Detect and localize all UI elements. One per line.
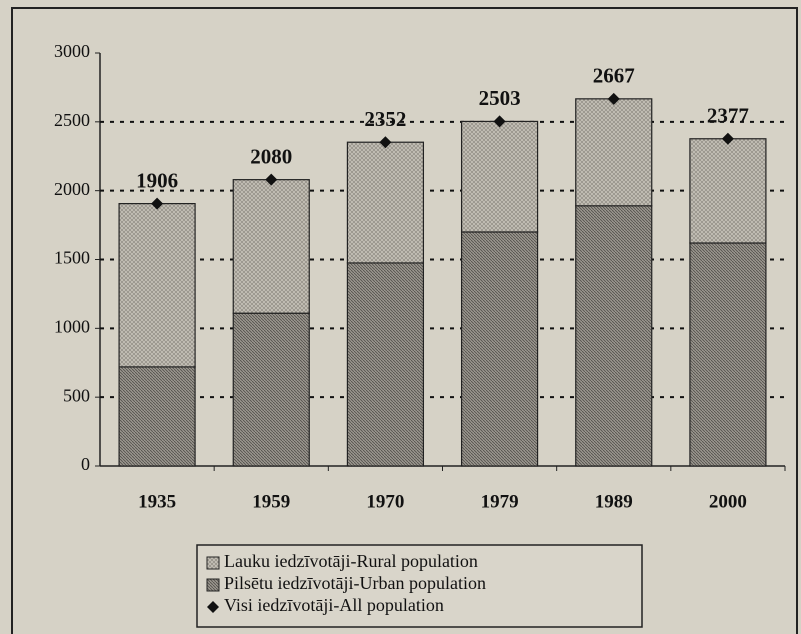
data-label: 1906	[136, 168, 178, 192]
total-marker	[607, 92, 620, 105]
x-tick-label: 1935	[138, 491, 176, 512]
x-tick-label: 2000	[709, 491, 747, 512]
y-tick-label: 1000	[54, 316, 90, 336]
bar-segment	[689, 242, 767, 467]
total-marker	[721, 132, 734, 145]
bar-segment	[118, 203, 196, 368]
total-marker	[493, 115, 506, 128]
bar-segment	[346, 141, 425, 264]
bar-segment	[575, 98, 653, 207]
x-tick-label: 1970	[366, 491, 404, 512]
bar-segment	[460, 120, 539, 233]
legend-label: Lauku iedzīvotāji-Rural population	[224, 551, 478, 571]
y-tick-label: 2000	[54, 179, 90, 199]
bar-segment	[460, 231, 539, 467]
legend-swatch	[206, 578, 220, 592]
total-marker	[265, 173, 278, 186]
y-tick-label: 3000	[54, 41, 90, 61]
total-marker	[151, 197, 164, 210]
legend-label: Pilsētu iedzīvotāji-Urban population	[224, 573, 486, 593]
bar-segment	[232, 179, 310, 314]
bar-segment	[232, 312, 310, 467]
data-label: 2667	[593, 64, 635, 88]
total-marker	[379, 136, 392, 149]
data-label: 2377	[707, 104, 749, 128]
data-label: 2352	[364, 107, 406, 131]
data-label: 2080	[250, 144, 292, 168]
frame	[11, 7, 798, 634]
bar-segment	[689, 138, 767, 244]
x-tick-label: 1959	[252, 491, 290, 512]
legend-marker	[207, 601, 219, 613]
x-tick-label: 1979	[481, 491, 519, 512]
data-label: 2503	[479, 86, 521, 110]
y-tick-label: 2500	[54, 110, 90, 130]
bar-segment	[118, 366, 196, 467]
y-tick-label: 500	[63, 385, 90, 405]
y-tick-label: 0	[81, 454, 90, 474]
legend-label: Visi iedzīvotāji-All population	[224, 595, 444, 615]
legend-box	[196, 544, 643, 628]
y-tick-label: 1500	[54, 248, 90, 268]
bar-segment	[575, 205, 653, 467]
legend-swatch	[206, 556, 220, 570]
bar-segment	[346, 262, 425, 467]
x-tick-label: 1989	[595, 491, 633, 512]
